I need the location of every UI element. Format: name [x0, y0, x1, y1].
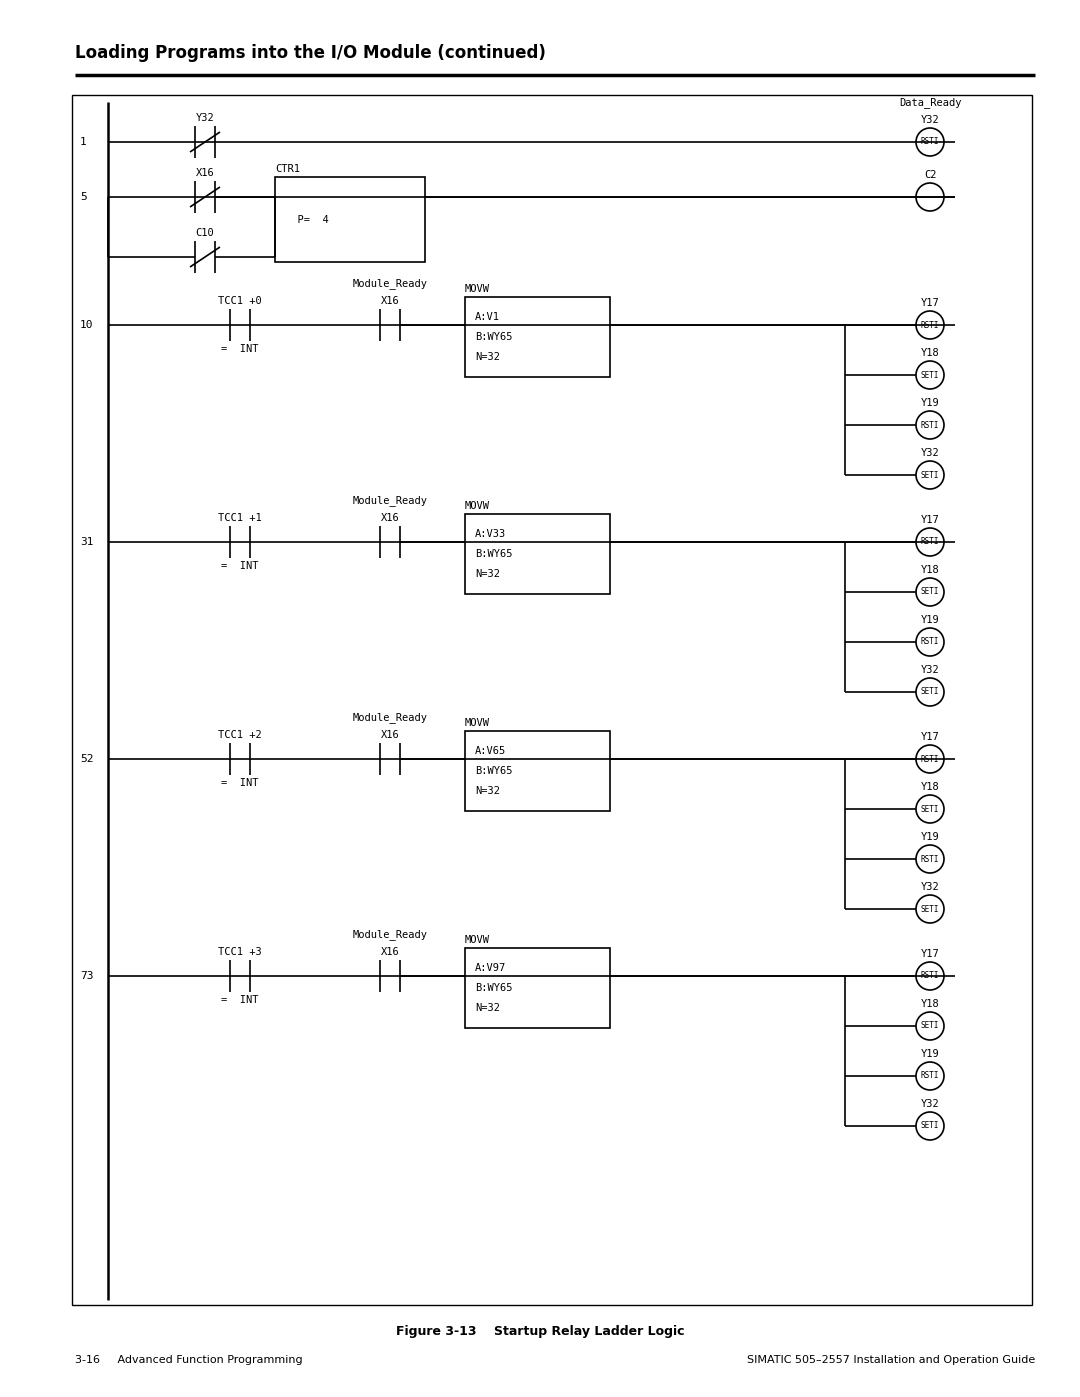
Text: TCC1 +2: TCC1 +2	[218, 731, 261, 740]
Text: X16: X16	[380, 513, 400, 522]
Text: A:V1: A:V1	[475, 312, 500, 321]
Text: N=32: N=32	[475, 569, 500, 578]
Text: Y32: Y32	[195, 113, 214, 123]
Text: X16: X16	[195, 168, 214, 177]
Text: A:V65: A:V65	[475, 746, 507, 756]
Text: B:WY65: B:WY65	[475, 549, 513, 559]
Text: =  INT: = INT	[221, 995, 259, 1004]
Text: Y18: Y18	[920, 564, 940, 576]
Text: MOVW: MOVW	[465, 502, 490, 511]
Text: SETI: SETI	[921, 1021, 940, 1031]
Text: Module_Ready: Module_Ready	[352, 495, 428, 506]
Text: Loading Programs into the I/O Module (continued): Loading Programs into the I/O Module (co…	[75, 43, 545, 61]
Text: Y32: Y32	[920, 115, 940, 124]
Text: B:WY65: B:WY65	[475, 983, 513, 993]
Text: Y17: Y17	[920, 949, 940, 958]
Text: Y18: Y18	[920, 999, 940, 1009]
Bar	[72, 95, 1032, 1305]
Text: Y17: Y17	[920, 515, 940, 525]
Text: SETI: SETI	[921, 370, 940, 380]
Text: 73: 73	[80, 971, 94, 981]
Text: Y32: Y32	[920, 665, 940, 675]
Text: Y17: Y17	[920, 298, 940, 307]
Text: SETI: SETI	[921, 1122, 940, 1130]
Text: Y17: Y17	[920, 732, 940, 742]
Text: P=  4: P= 4	[285, 215, 328, 225]
Text: X16: X16	[380, 296, 400, 306]
Text: TCC1 +1: TCC1 +1	[218, 513, 261, 522]
Text: Y19: Y19	[920, 615, 940, 624]
Bar	[465, 514, 610, 594]
Text: Module_Ready: Module_Ready	[352, 278, 428, 289]
Text: 1: 1	[80, 137, 86, 147]
Text: Figure 3-13    Startup Relay Ladder Logic: Figure 3-13 Startup Relay Ladder Logic	[395, 1324, 685, 1338]
Text: RSTI: RSTI	[921, 855, 940, 863]
Text: X16: X16	[380, 731, 400, 740]
Text: RSTI: RSTI	[921, 1071, 940, 1080]
Text: Y18: Y18	[920, 348, 940, 358]
Text: B:WY65: B:WY65	[475, 332, 513, 342]
Bar	[465, 731, 610, 812]
Text: N=32: N=32	[475, 787, 500, 796]
Text: RSTI: RSTI	[921, 320, 940, 330]
Text: SIMATIC 505–2557 Installation and Operation Guide: SIMATIC 505–2557 Installation and Operat…	[746, 1355, 1035, 1365]
Text: 5: 5	[80, 191, 86, 203]
Text: 52: 52	[80, 754, 94, 764]
Text: =  INT: = INT	[221, 344, 259, 353]
Text: Y19: Y19	[920, 1049, 940, 1059]
Text: Y19: Y19	[920, 833, 940, 842]
Text: CTR1: CTR1	[275, 163, 300, 175]
Text: MOVW: MOVW	[465, 284, 490, 293]
Text: MOVW: MOVW	[465, 718, 490, 728]
Text: Module_Ready: Module_Ready	[352, 929, 428, 940]
Text: N=32: N=32	[475, 352, 500, 362]
Text: A:V33: A:V33	[475, 529, 507, 539]
Text: 10: 10	[80, 320, 94, 330]
Text: SETI: SETI	[921, 687, 940, 697]
Text: SETI: SETI	[921, 805, 940, 813]
Text: X16: X16	[380, 947, 400, 957]
Text: TCC1 +0: TCC1 +0	[218, 296, 261, 306]
Text: 31: 31	[80, 536, 94, 548]
Text: =  INT: = INT	[221, 562, 259, 571]
Bar	[465, 949, 610, 1028]
Text: A:V97: A:V97	[475, 963, 507, 972]
Text: RSTI: RSTI	[921, 754, 940, 764]
Text: Module_Ready: Module_Ready	[352, 712, 428, 724]
Text: Y18: Y18	[920, 782, 940, 792]
Bar	[275, 177, 426, 263]
Text: 3-16     Advanced Function Programming: 3-16 Advanced Function Programming	[75, 1355, 302, 1365]
Text: SETI: SETI	[921, 904, 940, 914]
Text: SETI: SETI	[921, 588, 940, 597]
Text: RSTI: RSTI	[921, 538, 940, 546]
Text: RSTI: RSTI	[921, 637, 940, 647]
Text: TCC1 +3: TCC1 +3	[218, 947, 261, 957]
Text: N=32: N=32	[475, 1003, 500, 1013]
Text: Data_Ready: Data_Ready	[899, 98, 961, 108]
Text: SETI: SETI	[921, 471, 940, 479]
Text: RSTI: RSTI	[921, 137, 940, 147]
Text: Y32: Y32	[920, 1099, 940, 1109]
Text: C10: C10	[195, 228, 214, 237]
Text: C2: C2	[923, 170, 936, 180]
Text: Y32: Y32	[920, 448, 940, 458]
Text: RSTI: RSTI	[921, 971, 940, 981]
Text: RSTI: RSTI	[921, 420, 940, 429]
Text: MOVW: MOVW	[465, 935, 490, 944]
Bar	[465, 298, 610, 377]
Text: Y19: Y19	[920, 398, 940, 408]
Text: B:WY65: B:WY65	[475, 766, 513, 775]
Text: Y32: Y32	[920, 882, 940, 893]
Text: =  INT: = INT	[221, 778, 259, 788]
